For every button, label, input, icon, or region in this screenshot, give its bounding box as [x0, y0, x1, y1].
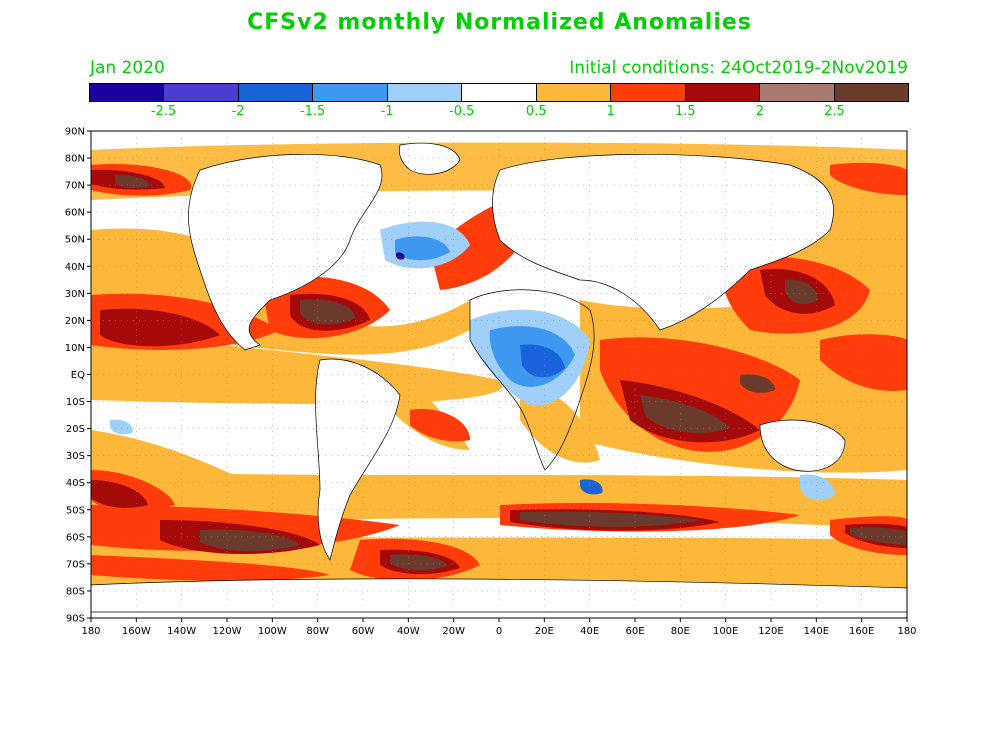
legend-swatch: [90, 84, 165, 101]
legend-swatch: [313, 84, 388, 101]
lat-tick-label: 90S: [66, 614, 85, 625]
lat-tick-label: 10N: [65, 343, 85, 354]
lon-tick-label: 140E: [804, 626, 829, 637]
lat-tick-label: 40N: [65, 262, 85, 273]
lat-tick-label: 10S: [66, 397, 85, 408]
legend-swatch: [238, 84, 314, 101]
longitude-axis: 180 160W 140W 120W 100W 80W 60W 40W 20W 0 20E 40E 60…: [81, 618, 917, 637]
lon-tick-label: 120E: [758, 626, 783, 637]
color-legend: [89, 83, 909, 102]
lon-tick-label: 160W: [122, 626, 151, 637]
initial-conditions: Initial conditions: 24Oct2019-2Nov2019: [569, 58, 908, 78]
lat-tick-label: 30S: [66, 451, 85, 462]
lon-tick-label: 180: [897, 626, 916, 637]
graticule: [91, 131, 907, 618]
lon-tick-label: 100E: [713, 626, 738, 637]
legend-label: 2.5: [824, 104, 845, 119]
legend-label: 2: [755, 104, 765, 119]
lon-tick-label: 80W: [306, 626, 329, 637]
lon-tick-label: 0: [496, 626, 502, 637]
legend-swatch: [536, 84, 612, 101]
color-legend-labels: -2.5 -2 -1.5 -1 -0.5 0.5 1 1.5 2 2.5: [89, 104, 909, 122]
latitude-axis: 90N 80N 70N 60N 50N 40N 30N 20N 10N EQ 10S 20S 30S 40…: [65, 127, 91, 625]
lon-tick-label: 120W: [213, 626, 242, 637]
lat-tick-label: 40S: [66, 478, 85, 489]
legend-label: -2.5: [150, 104, 177, 119]
legend-label: 1: [606, 104, 615, 119]
lon-tick-label: 140W: [167, 626, 196, 637]
lon-tick-label: 100W: [258, 626, 287, 637]
lon-tick-label: 80E: [671, 626, 690, 637]
legend-swatch: [611, 84, 686, 101]
lat-tick-label: 80S: [66, 586, 85, 597]
lon-tick-label: 180: [81, 626, 100, 637]
legend-label: -1.5: [299, 104, 326, 119]
legend-label: 1.5: [675, 104, 696, 119]
legend-swatch: [462, 84, 537, 101]
legend-label: -2: [231, 104, 245, 119]
legend-label: 0.5: [525, 104, 547, 119]
legend-label: -0.5: [449, 104, 475, 119]
lat-tick-label: 80N: [65, 154, 85, 165]
lat-tick-label: 70S: [66, 559, 85, 570]
lon-tick-label: 60W: [352, 626, 375, 637]
lon-tick-label: 60E: [625, 626, 644, 637]
lat-tick-label: 60S: [66, 532, 85, 543]
lon-tick-label: 40W: [397, 626, 420, 637]
lon-tick-label: 160E: [849, 626, 874, 637]
lat-tick-label: 50S: [66, 505, 85, 516]
legend-swatch: [834, 84, 908, 101]
lat-tick-label: 50N: [65, 235, 85, 246]
anomaly-fields: [91, 142, 907, 613]
map-title: CFSv2 monthly Normalized Anomalies: [247, 10, 752, 35]
lat-tick-label: 20N: [65, 316, 85, 327]
legend-label: -1: [380, 104, 394, 119]
lat-tick-label: 30N: [65, 289, 85, 300]
lat-tick-label: 90N: [65, 127, 85, 138]
legend-swatch: [760, 84, 835, 101]
legend-swatch: [685, 84, 761, 101]
legend-swatch: [387, 84, 463, 101]
lon-tick-label: 40E: [580, 626, 599, 637]
lat-tick-label: 70N: [65, 181, 85, 192]
lat-tick-label: 20S: [66, 424, 85, 435]
valid-month: Jan 2020: [90, 58, 165, 78]
lon-tick-label: 20E: [535, 626, 554, 637]
lat-tick-label: 60N: [65, 208, 85, 219]
legend-swatch: [164, 84, 239, 101]
lat-tick-label: EQ: [71, 370, 85, 381]
lon-tick-label: 20W: [442, 626, 465, 637]
